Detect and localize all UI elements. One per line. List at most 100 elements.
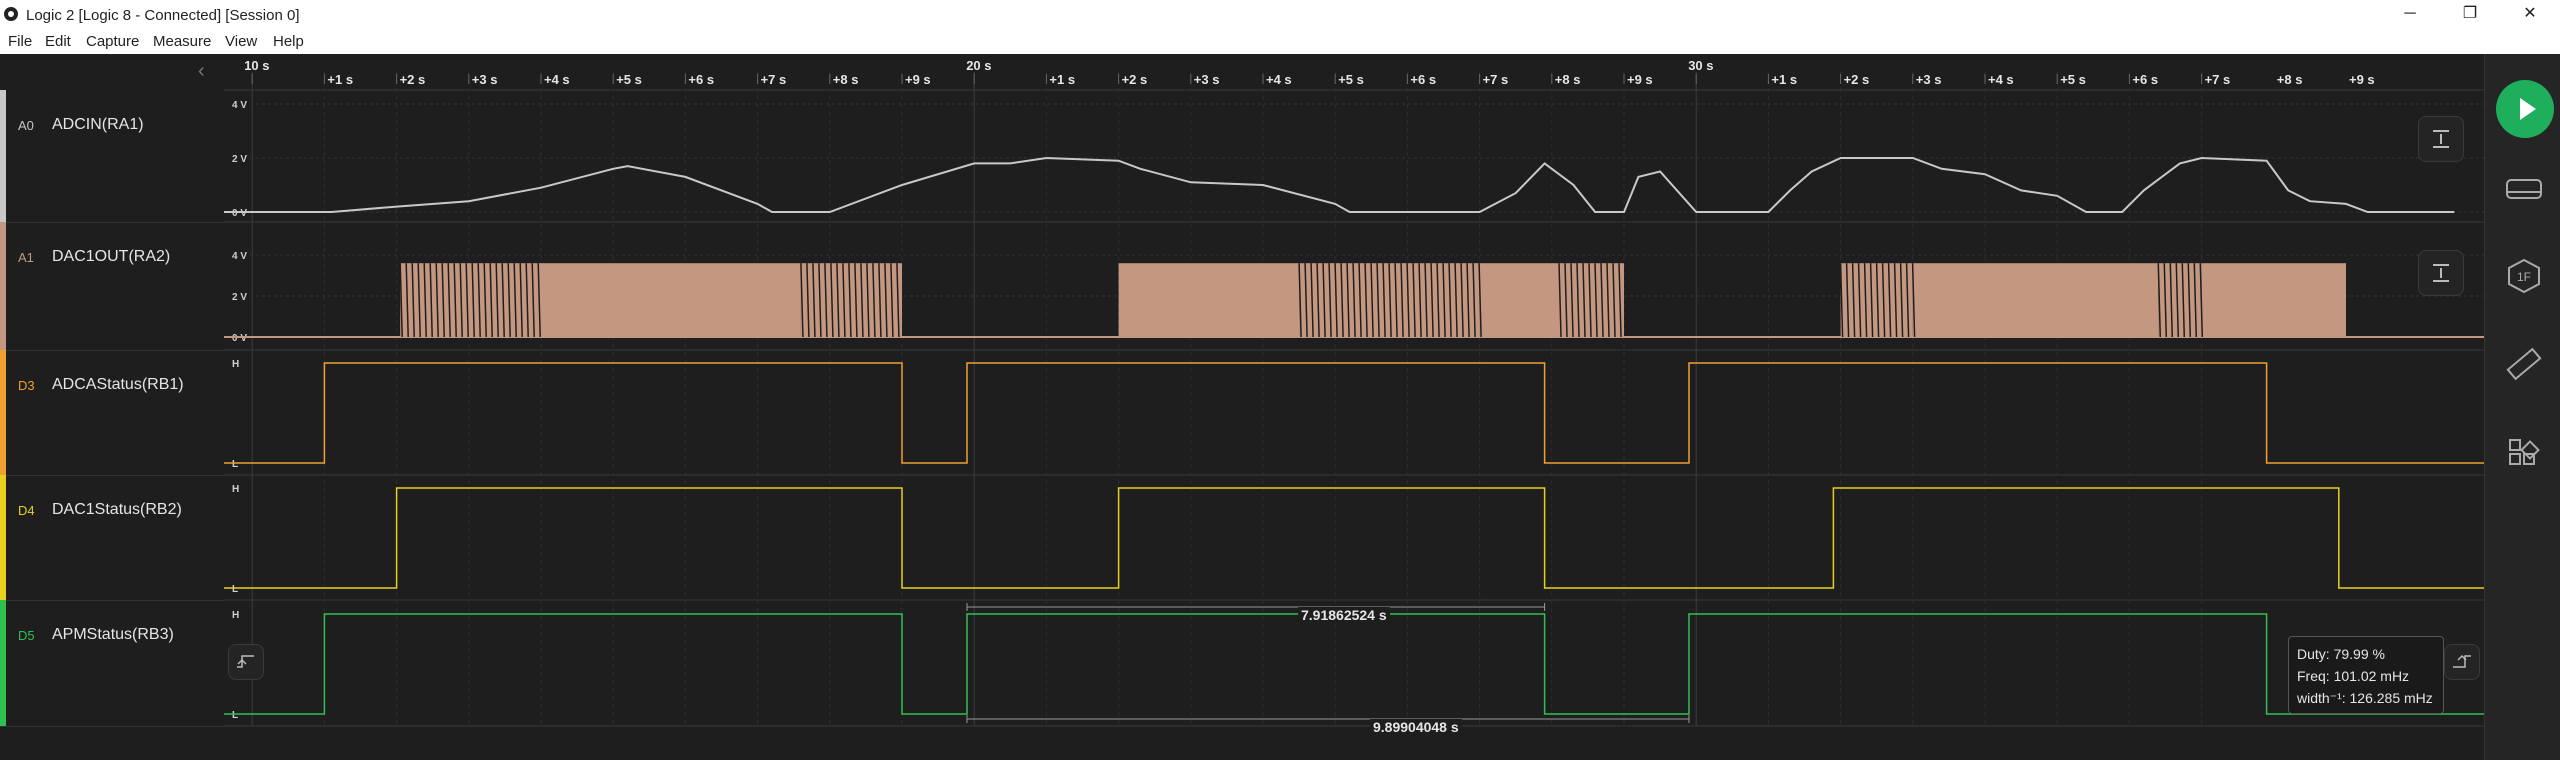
- axis-tick-label: 0 V: [232, 333, 247, 344]
- time-ruler: +9 s +1 s +2 s +3 s +4 s +5 s +6 s +7 s +8 s +9 s…: [244, 58, 2375, 87]
- pwm-cycle-gap: [2199, 263, 2204, 338]
- pwm-cycle-gap: [836, 263, 840, 338]
- channel-color-bar: [0, 600, 6, 726]
- pwm-cycle-gap: [1857, 263, 1862, 338]
- pwm-burst: [541, 263, 801, 337]
- pwm-cycle-gap: [1899, 263, 1904, 338]
- ruler-label: +9 s: [2349, 72, 2375, 87]
- pwm-cycle-gap: [890, 263, 894, 338]
- pwm-cycle-gap: [818, 263, 822, 338]
- prev-edge-button[interactable]: [228, 644, 264, 680]
- axis-tick-label: 4 V: [232, 251, 247, 262]
- minimize-button[interactable]: ─: [2404, 5, 2416, 22]
- channel-color-bar: [0, 90, 6, 222]
- ruler-label: +6 s: [1410, 72, 1436, 87]
- pwm-cycle-gap: [1376, 263, 1380, 338]
- pwm-cycle-gap: [1424, 263, 1428, 338]
- channel-d3[interactable]: D3 ADCAStatus(RB1): [0, 350, 224, 476]
- ruler-label: +5 s: [616, 72, 642, 87]
- pwm-cycle-gap: [447, 263, 451, 338]
- waveform-view[interactable]: +9 s +1 s +2 s +3 s +4 s +5 s +6 s +7 s +8 s +9 s…: [224, 54, 2484, 760]
- pwm-cycle-gap: [1606, 263, 1610, 338]
- pwm-cycle-gap: [860, 263, 864, 338]
- pwm-cycle-gap: [417, 263, 421, 338]
- pwm-cycle-gap: [1570, 263, 1574, 338]
- menu-file[interactable]: File: [8, 33, 33, 50]
- pwm-burst: [2201, 263, 2346, 337]
- close-button[interactable]: ✕: [2523, 5, 2537, 22]
- axis-tick-label: L: [232, 459, 238, 470]
- vertical-fit-icon: [2433, 264, 2449, 282]
- menu-edit[interactable]: Edit: [45, 33, 71, 50]
- channel-name: APMStatus(RB3): [52, 626, 174, 643]
- ruler-label: +4 s: [1988, 72, 2014, 87]
- falling-edge-right-icon: [2453, 654, 2471, 668]
- axis-tick-label: H: [232, 359, 239, 370]
- pwm-cycle-gap: [1839, 263, 1844, 338]
- start-capture-button[interactable]: [2496, 80, 2554, 138]
- pwm-cycle-gap: [1358, 263, 1362, 338]
- pwm-cycle-gap: [453, 263, 457, 338]
- pwm-cycle-gap: [1478, 263, 1482, 338]
- hexagon-1f-icon[interactable]: 1F: [2504, 256, 2544, 296]
- pwm-cycle-gap: [501, 263, 505, 338]
- restore-button[interactable]: ❐: [2462, 5, 2478, 22]
- freq-value: Freq: 101.02 mHz: [2297, 668, 2410, 684]
- channel-a0[interactable]: A0 ADCIN(RA1): [0, 90, 224, 223]
- menu-capture[interactable]: Capture: [86, 33, 140, 50]
- axis-tick-label: 4 V: [232, 100, 247, 111]
- pulse-width-label[interactable]: 7.91862524 s: [1298, 607, 1390, 623]
- pwm-cycle-gap: [1472, 263, 1476, 338]
- next-edge-button[interactable]: [2444, 644, 2480, 680]
- ruler-major-label: 30 s: [1688, 58, 1713, 73]
- channel-d5[interactable]: D5 APMStatus(RB3): [0, 600, 224, 727]
- adcastatus-waveform: [224, 362, 2484, 464]
- menu-help[interactable]: Help: [273, 33, 304, 50]
- extensions-icon[interactable]: [2504, 432, 2544, 472]
- pwm-cycle-gap: [1594, 263, 1598, 338]
- pwm-cycle-gap: [1442, 263, 1446, 338]
- pwm-cycle-gap: [1911, 263, 1916, 338]
- pwm-cycle-gap: [1893, 263, 1898, 338]
- pwm-cycle-gap: [866, 263, 870, 338]
- autoscale-a1-button[interactable]: [2418, 250, 2464, 296]
- pwm-cycle-gap: [483, 263, 487, 338]
- pwm-cycle-gap: [519, 263, 523, 338]
- channel-name: DAC1Status(RB2): [52, 501, 182, 518]
- ruler-label: +2 s: [1122, 72, 1148, 87]
- waveforms: [224, 156, 2484, 715]
- ruler-icon[interactable]: [2504, 344, 2544, 384]
- width-value: width⁻¹: 126.285 mHz: [2297, 690, 2433, 706]
- pwm-cycle-gap: [1340, 263, 1344, 338]
- pwm-cycle-gap: [878, 263, 882, 338]
- pwm-burst: [1912, 263, 2159, 337]
- pwm-cycle-gap: [399, 263, 403, 338]
- apmstatus-waveform: [224, 613, 2484, 715]
- pwm-cycle-gap: [2157, 263, 2162, 338]
- pwm-cycle-gap: [465, 263, 469, 338]
- pwm-cycle-gap: [1582, 263, 1586, 338]
- pwm-cycle-gap: [1881, 263, 1886, 338]
- pwm-cycle-gap: [489, 263, 493, 338]
- pwm-cycle-gap: [513, 263, 517, 338]
- channel-a1[interactable]: A1 DAC1OUT(RA2): [0, 222, 224, 351]
- pwm-cycle-gap: [842, 263, 846, 338]
- keyboard-icon[interactable]: [2504, 170, 2544, 210]
- period-label[interactable]: 9.89904048 s: [1370, 719, 1462, 735]
- pwm-cycle-gap: [1863, 263, 1868, 338]
- ruler-label: +7 s: [2205, 72, 2231, 87]
- dac1status-waveform: [224, 487, 2484, 589]
- pwm-cycle-gap: [1322, 263, 1326, 338]
- channel-d4[interactable]: D4 DAC1Status(RB2): [0, 475, 224, 601]
- channel-index: A1: [18, 250, 34, 265]
- ruler-label: +4 s: [544, 72, 570, 87]
- menu-measure[interactable]: Measure: [153, 33, 212, 50]
- pwm-cycle-gap: [2169, 263, 2174, 338]
- pwm-cycle-gap: [1364, 263, 1368, 338]
- pwm-cycle-gap: [1875, 263, 1880, 338]
- collapse-sidebar-icon[interactable]: ‹: [198, 60, 205, 82]
- window-title: Logic 2 [Logic 8 - Connected] [Session 0…: [26, 7, 300, 24]
- pwm-cycle-gap: [1887, 263, 1892, 338]
- menu-view[interactable]: View: [225, 33, 258, 50]
- autoscale-a0-button[interactable]: [2418, 116, 2464, 162]
